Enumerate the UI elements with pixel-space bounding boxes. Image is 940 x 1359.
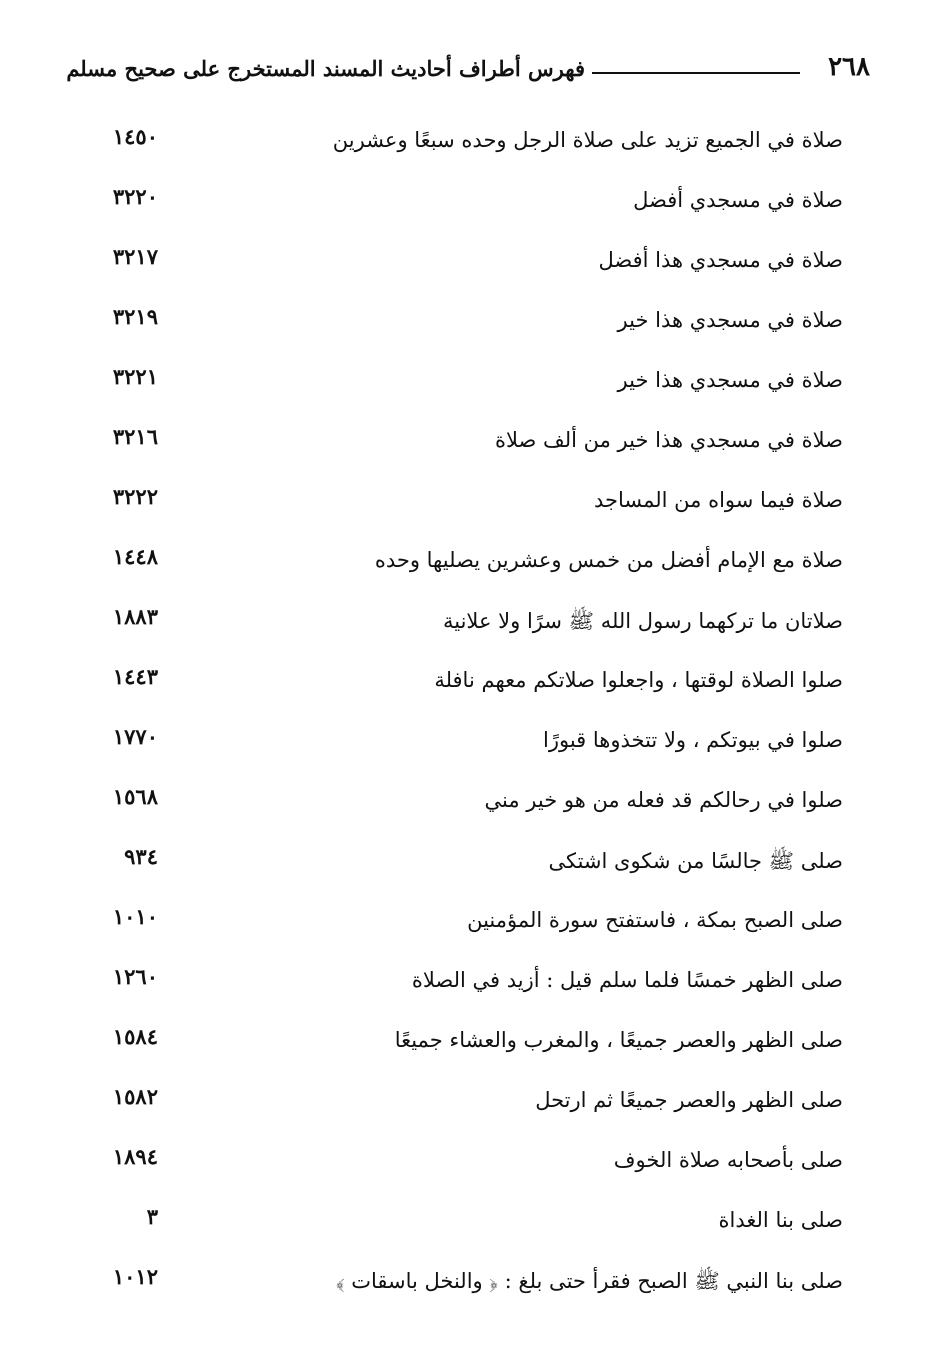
header-rule [592, 72, 800, 74]
entry-text: صلاة في مسجدي هذا أفضل [598, 248, 843, 272]
entry-number: ٣ [146, 1204, 158, 1229]
entry-number: ١٤٤٨ [112, 544, 158, 569]
entry-number: ١٥٨٤ [112, 1024, 158, 1049]
entry-number: ٣٢١٦ [112, 424, 158, 449]
entry-text: صلوا في رحالكم قد فعله من هو خير مني [484, 788, 844, 812]
entry-number: ٣٢٢٢ [112, 484, 158, 509]
entry-number: ١٤٤٣ [112, 664, 158, 689]
page-number: ٢٦٨ [828, 52, 870, 82]
entry-number: ١٨٨٣ [112, 604, 158, 629]
entry-number: ١٧٧٠ [112, 724, 158, 749]
entry-text: صلى ﷺ جالسًا من شكوى اشتكى [548, 849, 843, 873]
header-title: فهرس أطراف أحاديث المسند المستخرج على صح… [66, 56, 585, 81]
entry-text: صلاة في مسجدي أفضل [633, 188, 843, 212]
entry-text: صلاتان ما تركهما رسول الله ﷺ سرًا ولا عل… [442, 609, 843, 633]
entry-number: ١٠١٢ [112, 1264, 158, 1289]
entry-text: صلى الظهر والعصر جميعًا ، والمغرب والعشا… [394, 1028, 843, 1052]
entry-number: ٩٣٤ [124, 844, 158, 869]
entry-text: صلى الظهر والعصر جميعًا ثم ارتحل [535, 1088, 843, 1112]
entry-number: ١٨٩٤ [112, 1144, 158, 1169]
entry-number: ٣٢٢١ [112, 364, 158, 389]
entry-text: صلوا الصلاة لوقتها ، واجعلوا صلاتكم معهم… [434, 668, 843, 692]
entry-text: صلوا في بيوتكم ، ولا تتخذوها قبورًا [543, 728, 843, 752]
entry-text: صلاة في مسجدي هذا خير من ألف صلاة [494, 428, 843, 452]
entry-text: صلى بأصحابه صلاة الخوف [613, 1148, 843, 1172]
entry-text: صلى بنا النبي ﷺ الصبح فقرأ حتى بلغ : ﴿ و… [335, 1269, 843, 1293]
entry-text: صلاة في مسجدي هذا خير [617, 368, 843, 392]
entry-number: ١٥٦٨ [112, 784, 158, 809]
entry-number: ١٤٥٠ [112, 124, 158, 149]
entry-text: صلاة مع الإمام أفضل من خمس وعشرين يصليها… [374, 548, 843, 572]
entry-number: ١٠١٠ [112, 904, 158, 929]
entry-number: ٣٢٢٠ [112, 184, 158, 209]
entry-text: صلى الظهر خمسًا فلما سلم قيل : أزيد في ا… [411, 968, 843, 992]
entry-number: ١٢٦٠ [112, 964, 158, 989]
entry-number: ١٥٨٢ [112, 1084, 158, 1109]
entry-text: صلى الصبح بمكة ، فاستفتح سورة المؤمنين [467, 908, 843, 932]
entry-text: صلاة في الجميع تزيد على صلاة الرجل وحده … [332, 128, 843, 152]
entry-number: ٣٢١٩ [112, 304, 158, 329]
entry-text: صلاة في مسجدي هذا خير [617, 308, 843, 332]
entry-number: ٣٢١٧ [112, 244, 158, 269]
entry-text: صلى بنا الغداة [718, 1208, 843, 1232]
entry-text: صلاة فيما سواه من المساجد [593, 488, 843, 512]
